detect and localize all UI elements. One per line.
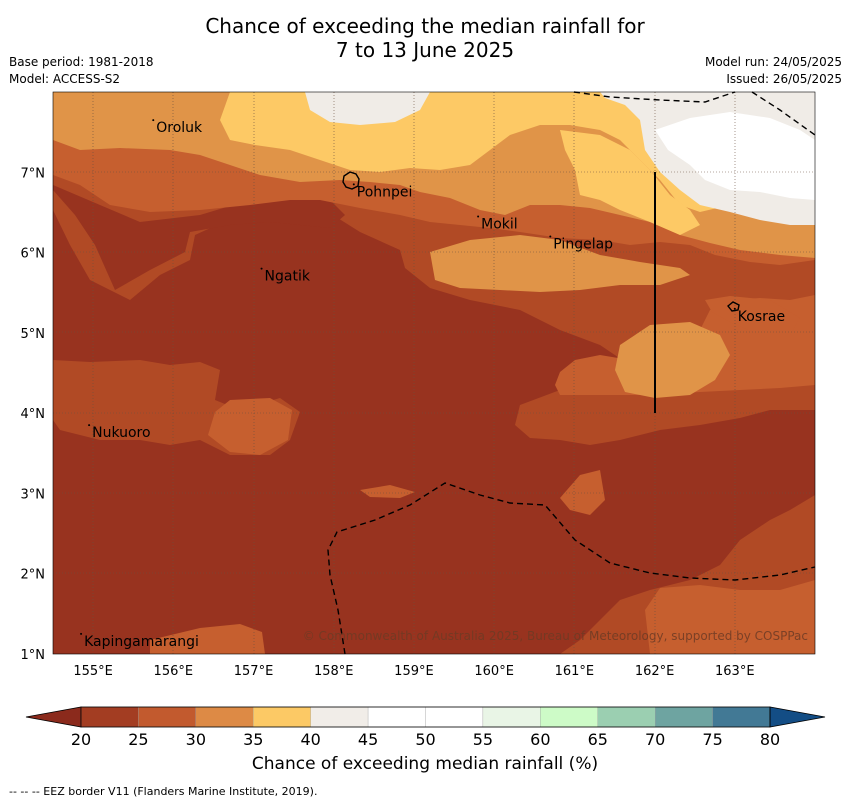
colorbar-segment: [253, 706, 311, 728]
colorbar-tick-label: 40: [300, 730, 320, 749]
lon-tick-label: 160°E: [474, 664, 514, 679]
colorbar-tick-label: 55: [473, 730, 493, 749]
colorbar-segment: [597, 706, 656, 728]
colorbar: 20 25 30 35 40 45 50 55 60 65 70 75 80: [25, 706, 826, 749]
band-35-40-mid: [430, 235, 690, 292]
base-period-text: Base period: 1981-2018: [9, 55, 154, 69]
place-marker: [477, 215, 480, 218]
place-labels: Oroluk Pohnpei Mokil Pingelap Ngatik Kosrae Nu…: [80, 119, 785, 650]
band-30-35-patch-a: [208, 398, 292, 455]
eez-footnote: -- -- -- EEZ border V11 (Flanders Marine…: [9, 785, 318, 798]
place-label: Kosrae: [738, 309, 785, 325]
colorbar-tick-label: 35: [243, 730, 263, 749]
band-30-35-patch-c: [360, 485, 415, 498]
colorbar-tick-label: 65: [588, 730, 608, 749]
place-label: Ngatik: [265, 269, 311, 285]
metadata-left: Base period: 1981-2018 Model: ACCESS-S2: [9, 54, 154, 88]
place-marker: [260, 267, 263, 270]
issued-text: Issued: 26/05/2025: [726, 72, 842, 86]
colorbar-segment: [482, 706, 541, 728]
lat-tick-label: 7°N: [21, 166, 46, 181]
place-label: Pohnpei: [357, 184, 413, 200]
colorbar-tick-label: 70: [645, 730, 665, 749]
colorbar-over-arrow: [769, 706, 826, 728]
lat-tick-label: 5°N: [21, 327, 46, 342]
lon-tick-label: 157°E: [234, 664, 274, 679]
colorbar-tick-label: 25: [128, 730, 148, 749]
colorbar-frame: [80, 706, 771, 728]
band-45-50-north: [305, 92, 430, 125]
latitude-labels: 1°N 2°N 3°N 4°N 5°N 6°N 7°N: [21, 166, 46, 663]
colorbar-segment: [367, 706, 426, 728]
place-label: Kapingamarangi: [84, 634, 199, 650]
lon-tick-label: 159°E: [394, 664, 434, 679]
colorbar-tick-label: 50: [415, 730, 435, 749]
title-line-1: Chance of exceeding the median rainfall …: [205, 14, 645, 38]
colorbar-segment: [80, 706, 139, 728]
model-run-text: Model run: 24/05/2025: [704, 55, 842, 69]
lon-tick-label: 163°E: [715, 664, 755, 679]
band-25-30-east: [515, 382, 815, 445]
colorbar-segment: [310, 706, 369, 728]
lon-tick-label: 155°E: [73, 664, 113, 679]
colorbar-segment: [712, 706, 771, 728]
lon-tick-label: 162°E: [635, 664, 675, 679]
colorbar-tick-label: 60: [530, 730, 550, 749]
colorbar-segment: [540, 706, 598, 728]
graticule: [53, 92, 815, 654]
band-30-35-patch-b: [560, 470, 605, 515]
lon-tick-label: 161°E: [555, 664, 595, 679]
island-outlines: [342, 171, 740, 312]
lat-tick-label: 4°N: [21, 407, 46, 422]
colorbar-tick-label: 75: [702, 730, 722, 749]
colorbar-under-arrow: [25, 706, 82, 728]
colorbar-segment: [138, 706, 196, 728]
contour-layers: [53, 92, 815, 654]
lat-tick-label: 1°N: [21, 648, 46, 663]
place-marker: [80, 632, 83, 635]
model-text: Model: ACCESS-S2: [9, 72, 121, 86]
colorbar-tick-label: 20: [71, 730, 91, 749]
lat-tick-label: 2°N: [21, 568, 46, 583]
place-marker: [733, 307, 736, 310]
place-label: Mokil: [481, 216, 518, 232]
metadata-right: Model run: 24/05/2025 Issued: 26/05/2025: [705, 54, 842, 88]
copyright-text: © Commonwealth of Australia 2025, Bureau…: [303, 629, 808, 643]
colorbar-segment: [195, 706, 254, 728]
band-30-35-se: [645, 580, 815, 654]
longitude-labels: 155°E 156°E 157°E 158°E 159°E 160°E 161°E 162°E…: [73, 664, 754, 679]
band-40-45-east: [560, 130, 700, 235]
place-label: Pingelap: [553, 237, 613, 253]
lon-tick-label: 156°E: [154, 664, 194, 679]
colorbar-tick-label: 30: [186, 730, 206, 749]
colorbar-segment: [655, 706, 713, 728]
place-marker: [88, 424, 91, 427]
pohnpei-outline: [342, 171, 360, 190]
place-label: Nukuoro: [92, 425, 150, 441]
colorbar-label: Chance of exceeding median rainfall (%): [251, 754, 599, 774]
colorbar-tick-label: 45: [358, 730, 378, 749]
eez-borders: [327, 91, 816, 655]
place-label: Oroluk: [156, 120, 203, 136]
band-30-35-kapinga: [150, 624, 265, 654]
place-marker: [352, 183, 355, 186]
title-line-2: 7 to 13 June 2025: [335, 38, 515, 62]
kosrae-outline: [727, 301, 740, 312]
lat-tick-label: 6°N: [21, 247, 46, 262]
colorbar-segment: [425, 706, 484, 728]
place-marker: [152, 119, 155, 122]
lon-tick-label: 158°E: [314, 664, 354, 679]
band-20-25-ngatik: [53, 185, 345, 290]
band-35-40-east: [615, 322, 730, 398]
lat-tick-label: 3°N: [21, 487, 46, 502]
colorbar-tick-label: 80: [760, 730, 780, 749]
map-frame: [52, 91, 816, 655]
place-marker: [549, 235, 552, 238]
